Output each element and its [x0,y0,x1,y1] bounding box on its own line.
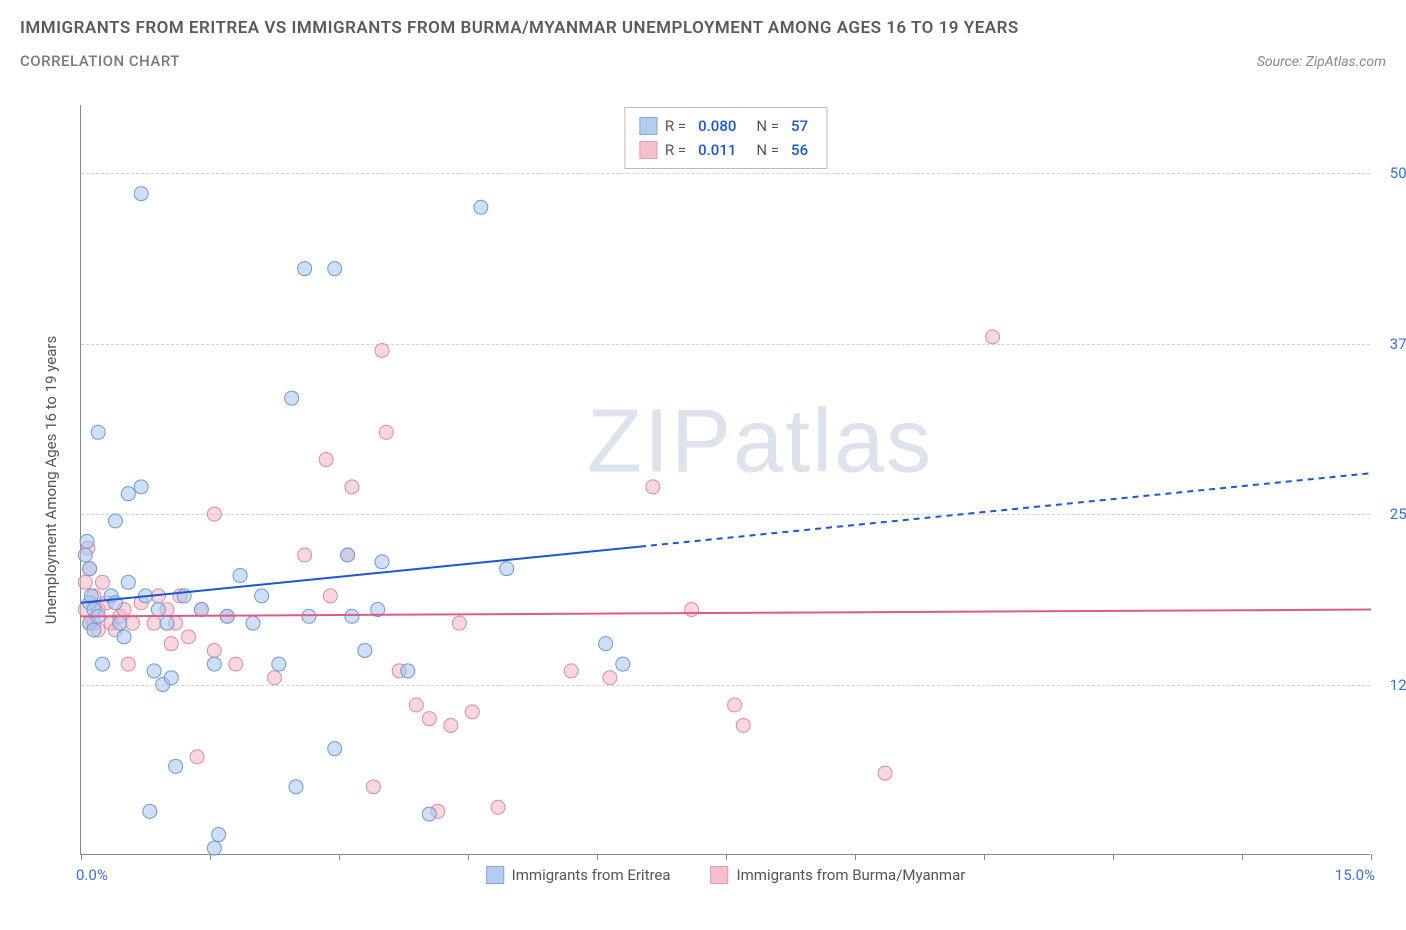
legend-r-label: R = [665,138,686,162]
y-tick-label: 25.0% [1375,505,1406,523]
chart-subtitle: CORRELATION CHART [20,52,180,70]
series-legend-item-1: Immigrants from Eritrea [486,866,671,884]
legend-n-label: N = [756,138,779,162]
y-tick-label: 37.5% [1375,335,1406,353]
x-max-label: 15.0% [1335,866,1375,884]
legend-r-value-1: 0.080 [694,114,740,138]
chart-title: IMMIGRANTS FROM ERITREA VS IMMIGRANTS FR… [20,18,1386,38]
legend-n-value-2: 56 [787,138,812,162]
legend-row-2: R = 0.011 N = 56 [639,138,812,162]
series-swatch-burma [711,866,729,884]
series-legend-item-2: Immigrants from Burma/Myanmar [711,866,966,884]
chart-container: ZIPatlas Unemployment Among Ages 16 to 1… [20,95,1386,915]
source-label: Source: ZipAtlas.com [1257,54,1386,70]
stats-legend: R = 0.080 N = 57 R = 0.011 N = 56 [624,107,827,169]
y-tick-label: 12.5% [1375,676,1406,694]
x-min-label: 0.0% [76,866,108,884]
legend-row-1: R = 0.080 N = 57 [639,114,812,138]
scatter-svg [81,105,1370,854]
series-swatch-eritrea [486,866,504,884]
subtitle-row: CORRELATION CHART Source: ZipAtlas.com [20,52,1386,70]
legend-swatch-burma [639,141,657,159]
series-name-2: Immigrants from Burma/Myanmar [737,866,966,884]
legend-n-label: N = [756,114,779,138]
legend-swatch-eritrea [639,117,657,135]
legend-n-value-1: 57 [787,114,812,138]
plot-area: ZIPatlas Unemployment Among Ages 16 to 1… [80,105,1370,855]
chart-header: IMMIGRANTS FROM ERITREA VS IMMIGRANTS FR… [0,0,1406,70]
y-axis-label: Unemployment Among Ages 16 to 19 years [42,335,60,623]
legend-r-value-2: 0.011 [694,138,740,162]
series-legend: Immigrants from Eritrea Immigrants from … [486,866,966,884]
y-tick-label: 50.0% [1375,164,1406,182]
legend-r-label: R = [665,114,686,138]
series-name-1: Immigrants from Eritrea [512,866,671,884]
